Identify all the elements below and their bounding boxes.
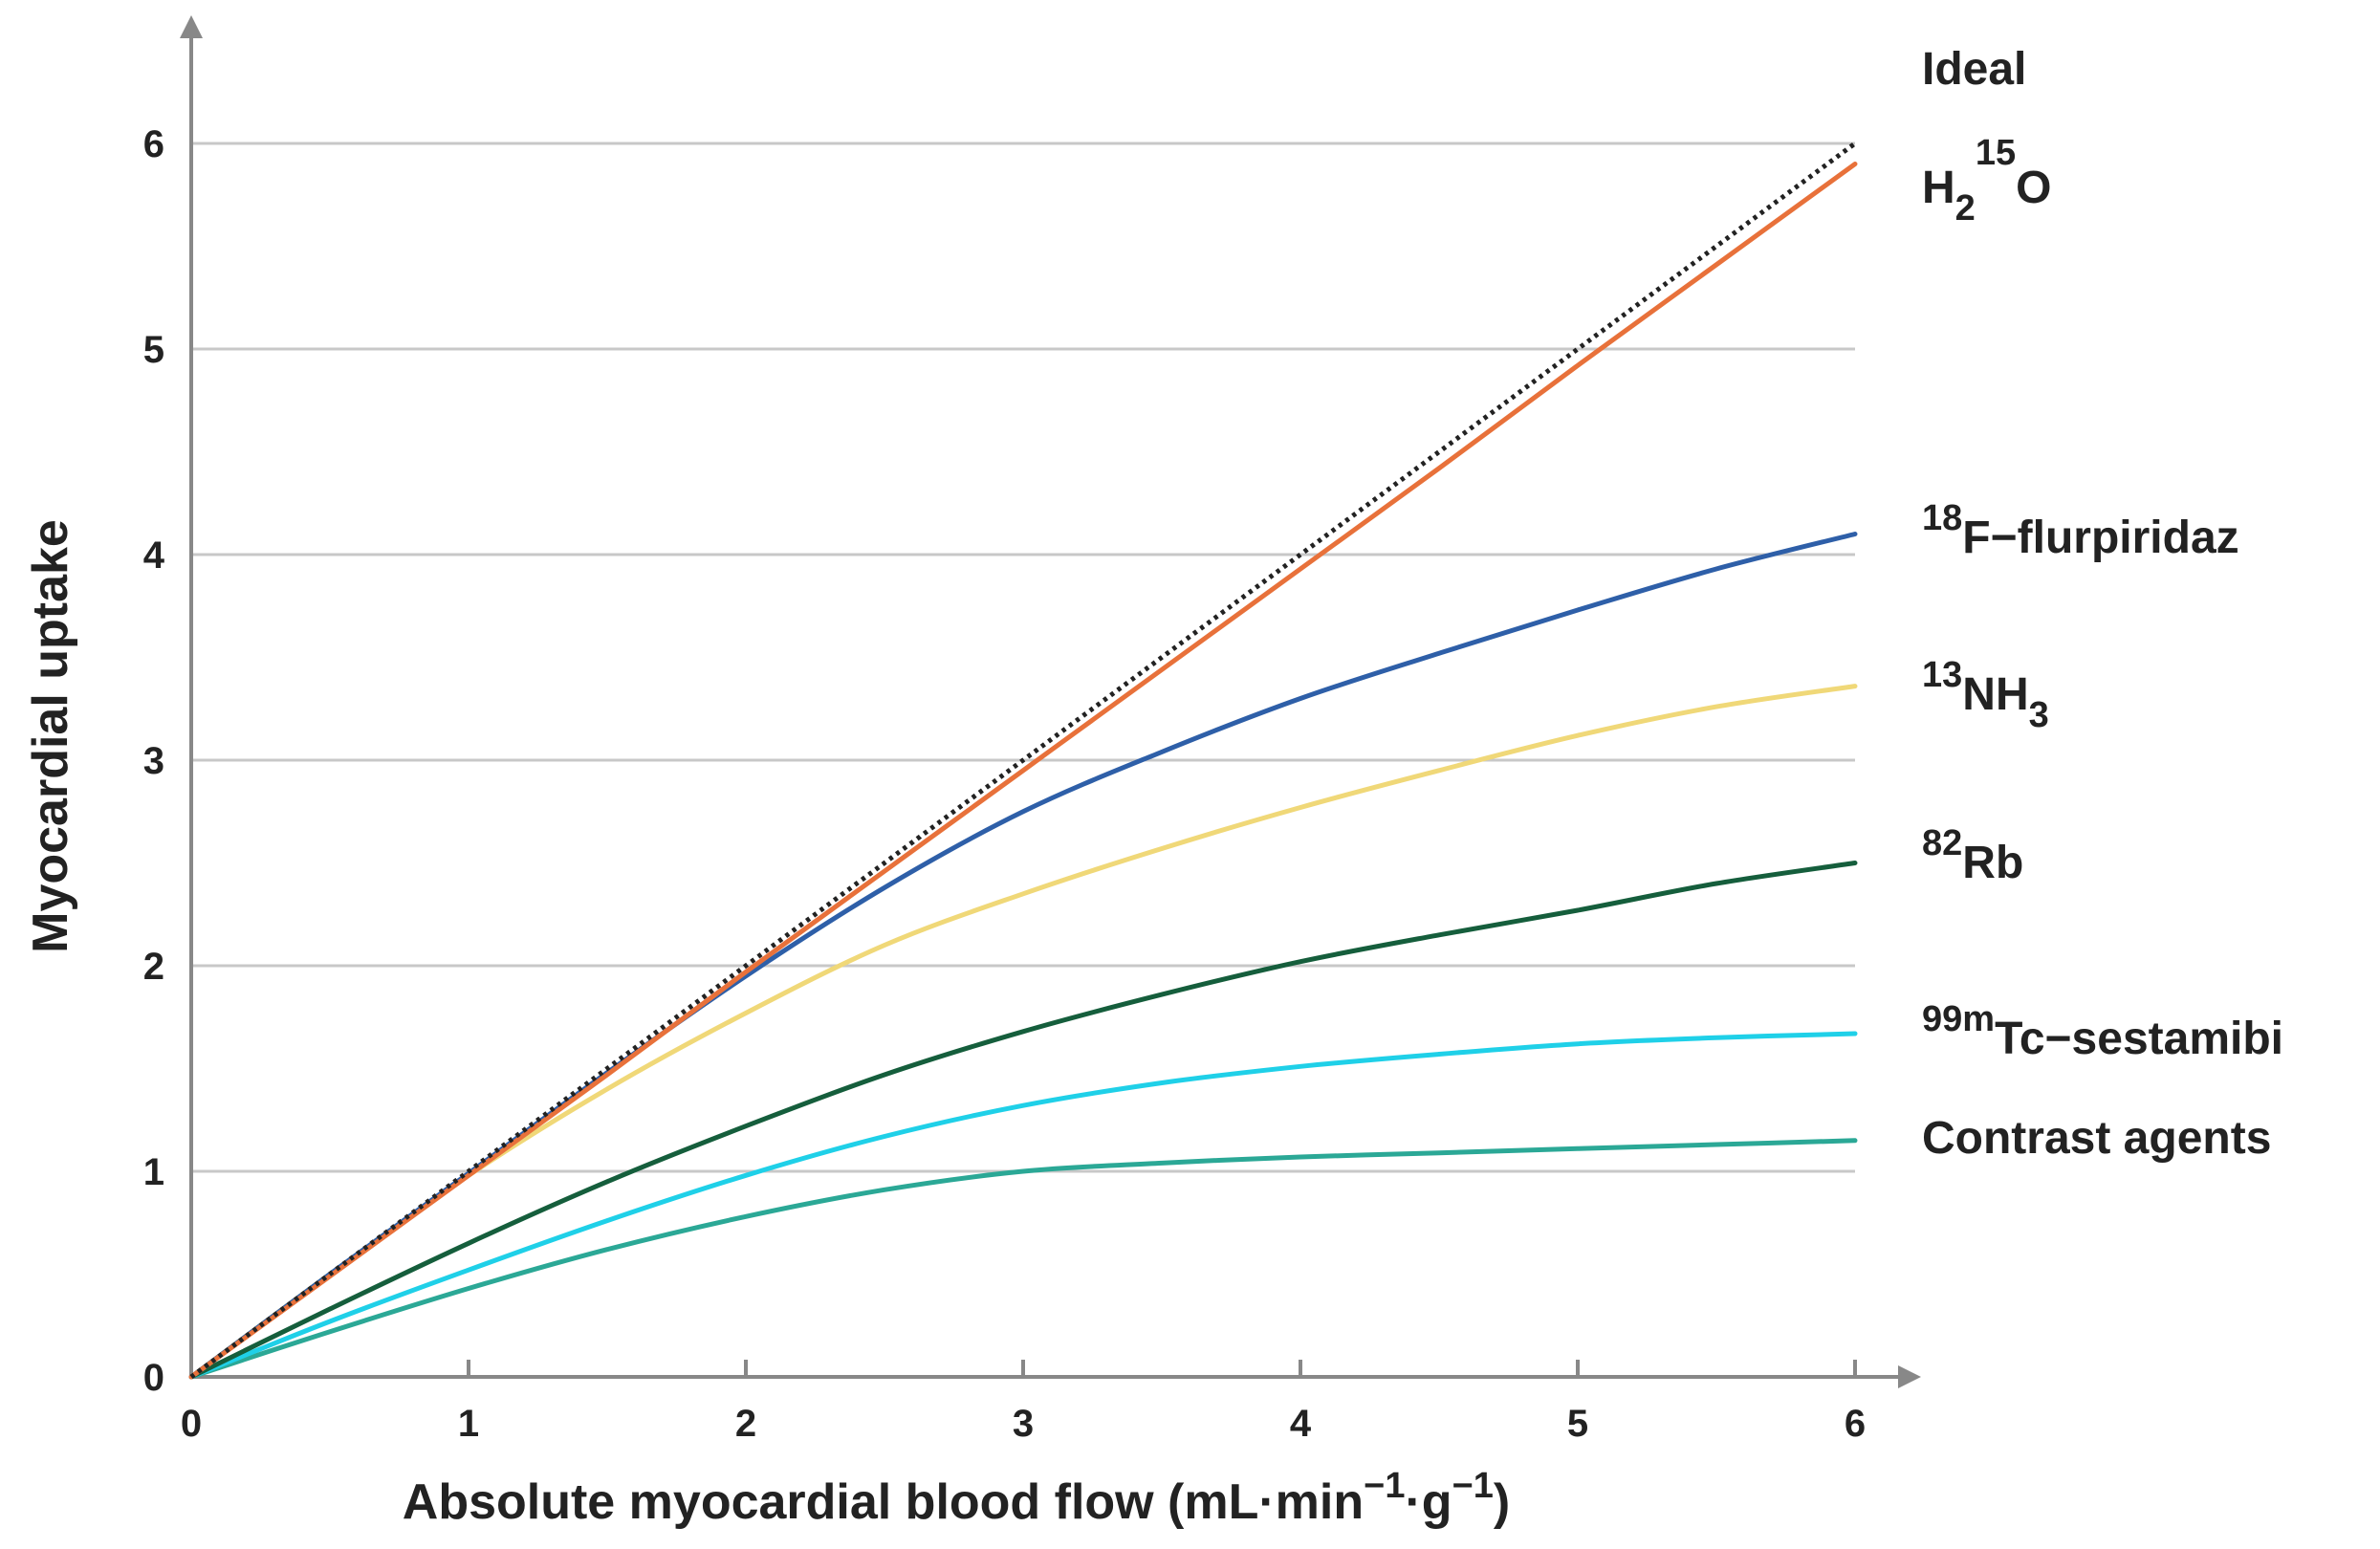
grid-lines <box>191 142 1855 1173</box>
y-tick-label-5: 5 <box>143 329 164 371</box>
series-label-82rb: 82Rb <box>1922 823 2023 888</box>
x-tick-label-0: 0 <box>181 1403 202 1445</box>
series-label-h2-15o: H215O <box>1922 133 2051 229</box>
axes <box>180 15 1921 1388</box>
x-axis-title-sup1: −1 <box>1364 1466 1405 1506</box>
x-axis-title-mid: ·g <box>1405 1474 1452 1530</box>
x-tick-label-5: 5 <box>1567 1403 1588 1445</box>
x-axis-title: Absolute myocardial blood flow (mL·min−1… <box>403 1466 1510 1530</box>
y-tick-label-4: 4 <box>143 535 165 577</box>
x-axis-title-main: Absolute myocardial blood flow (mL·min <box>403 1474 1364 1530</box>
x-axis-arrow <box>1898 1365 1921 1388</box>
series-label-ideal: Ideal <box>1922 44 2026 95</box>
series-line-82rb <box>188 861 1858 1380</box>
series-line-18f-flurpiridaz <box>188 532 1858 1380</box>
x-tick-label-2: 2 <box>735 1403 756 1445</box>
x-ticks: 0 1 2 3 4 5 6 <box>181 1360 1866 1445</box>
x-tick-label-1: 1 <box>458 1403 479 1445</box>
x-axis-title-end: ) <box>1494 1474 1510 1530</box>
series-line-99mtc-sestamibi <box>188 1031 1858 1380</box>
y-tick-label-6: 6 <box>143 123 164 165</box>
y-tick-label-2: 2 <box>143 946 164 988</box>
y-tick-label-1: 1 <box>143 1151 164 1193</box>
x-axis-title-sup2: −1 <box>1452 1466 1494 1506</box>
series-label-contrast-agents: Contrast agents <box>1922 1113 2271 1164</box>
x-tick-label-6: 6 <box>1845 1403 1866 1445</box>
y-tick-label-3: 3 <box>143 740 164 782</box>
y-axis-arrow <box>180 15 203 38</box>
x-tick-label-4: 4 <box>1290 1403 1312 1445</box>
series-labels: Ideal H215O 18F−flurpiridaz 13NH3 82Rb 99mTc−… <box>1922 44 2283 1164</box>
series-line-h2-15o <box>188 162 1858 1380</box>
x-tick-label-3: 3 <box>1013 1403 1034 1445</box>
y-axis-title: Myocardial uptake <box>23 519 78 953</box>
series-label-99mtc-sestamibi: 99mTc−sestamibi <box>1922 999 2283 1064</box>
series-line-ideal <box>189 141 1857 1380</box>
series-label-18f-flurpiridaz: 18F−flurpiridaz <box>1922 498 2239 563</box>
y-tick-label-0: 0 <box>143 1357 164 1399</box>
series-lines <box>188 141 1858 1380</box>
series-label-13nh3: 13NH3 <box>1922 655 2049 735</box>
series-line-contrast-agents <box>188 1138 1858 1380</box>
y-ticks: 0 1 2 3 4 5 6 <box>143 123 165 1399</box>
